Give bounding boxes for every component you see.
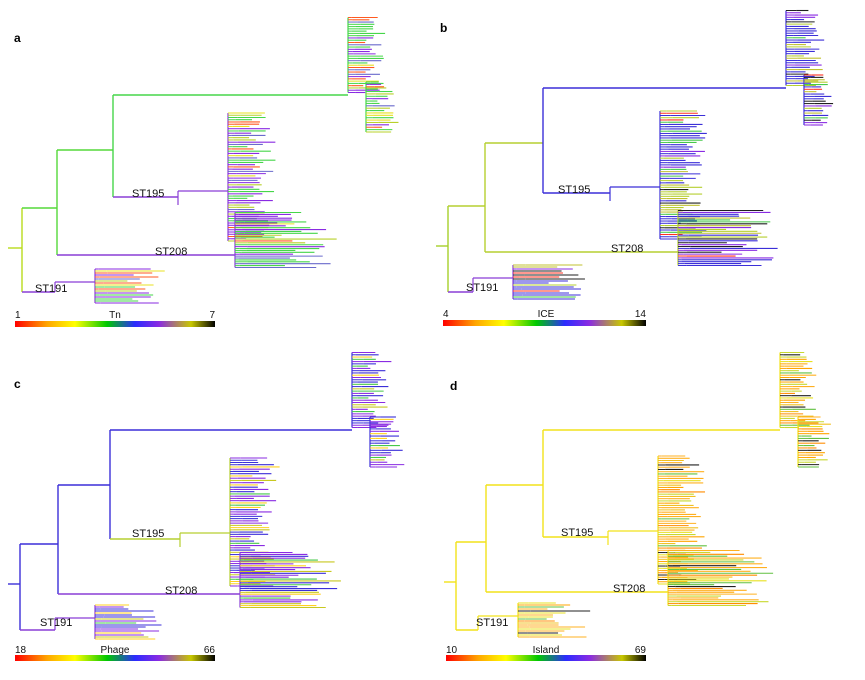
clade-label-st208: ST208 bbox=[611, 243, 643, 255]
clade-label-st195: ST195 bbox=[132, 188, 164, 200]
clade-label-st195: ST195 bbox=[558, 184, 590, 196]
color-scale-min: 1 bbox=[15, 310, 21, 321]
panel-letter: c bbox=[14, 377, 21, 391]
color-scale-min: 18 bbox=[15, 645, 27, 656]
color-gradient bbox=[15, 321, 215, 327]
clade-label-st208: ST208 bbox=[613, 583, 645, 595]
panel-a: a ST195 ST208 ST191 1 Tn 7 bbox=[8, 16, 399, 327]
clade-label-st208: ST208 bbox=[165, 585, 197, 597]
color-scale-bar: 18 Phage 66 bbox=[15, 645, 215, 661]
color-gradient bbox=[446, 655, 646, 661]
color-scale-label: ICE bbox=[538, 309, 555, 320]
clade-label-st191: ST191 bbox=[35, 283, 67, 295]
phylogenetic-tree bbox=[444, 351, 831, 638]
color-scale-max: 69 bbox=[635, 645, 647, 656]
phylogenetic-tree bbox=[8, 351, 405, 640]
color-gradient bbox=[443, 320, 646, 326]
clade-label-st195: ST195 bbox=[132, 528, 164, 540]
color-scale-max: 66 bbox=[204, 645, 216, 656]
color-scale-min: 4 bbox=[443, 309, 449, 320]
clade-label-st208: ST208 bbox=[155, 246, 187, 258]
phylogenetic-tree bbox=[8, 16, 399, 304]
panel-letter: b bbox=[440, 21, 447, 35]
panel-c: c ST195 ST208 ST191 18 Phage 66 bbox=[8, 351, 405, 661]
panel-d: d ST195 ST208 ST191 10 Island 69 bbox=[444, 351, 831, 661]
color-scale-bar: 1 Tn 7 bbox=[15, 310, 215, 327]
color-scale-min: 10 bbox=[446, 645, 458, 656]
color-scale-bar: 10 Island 69 bbox=[446, 645, 646, 661]
color-gradient bbox=[15, 655, 215, 661]
clade-label-st191: ST191 bbox=[40, 617, 72, 629]
panel-b: b ST195 ST208 ST191 4 ICE 14 bbox=[436, 9, 834, 326]
color-scale-max: 14 bbox=[635, 309, 647, 320]
clade-label-st191: ST191 bbox=[476, 617, 508, 629]
color-scale-label: Island bbox=[533, 645, 560, 656]
clade-label-st191: ST191 bbox=[466, 282, 498, 294]
panel-letter: d bbox=[450, 379, 457, 393]
color-scale-max: 7 bbox=[209, 310, 215, 321]
color-scale-label: Phage bbox=[101, 645, 130, 656]
color-scale-label: Tn bbox=[109, 310, 121, 321]
clade-label-st195: ST195 bbox=[561, 527, 593, 539]
phylogenetic-tree bbox=[436, 9, 834, 300]
color-scale-bar: 4 ICE 14 bbox=[443, 309, 646, 326]
panel-letter: a bbox=[14, 31, 21, 45]
